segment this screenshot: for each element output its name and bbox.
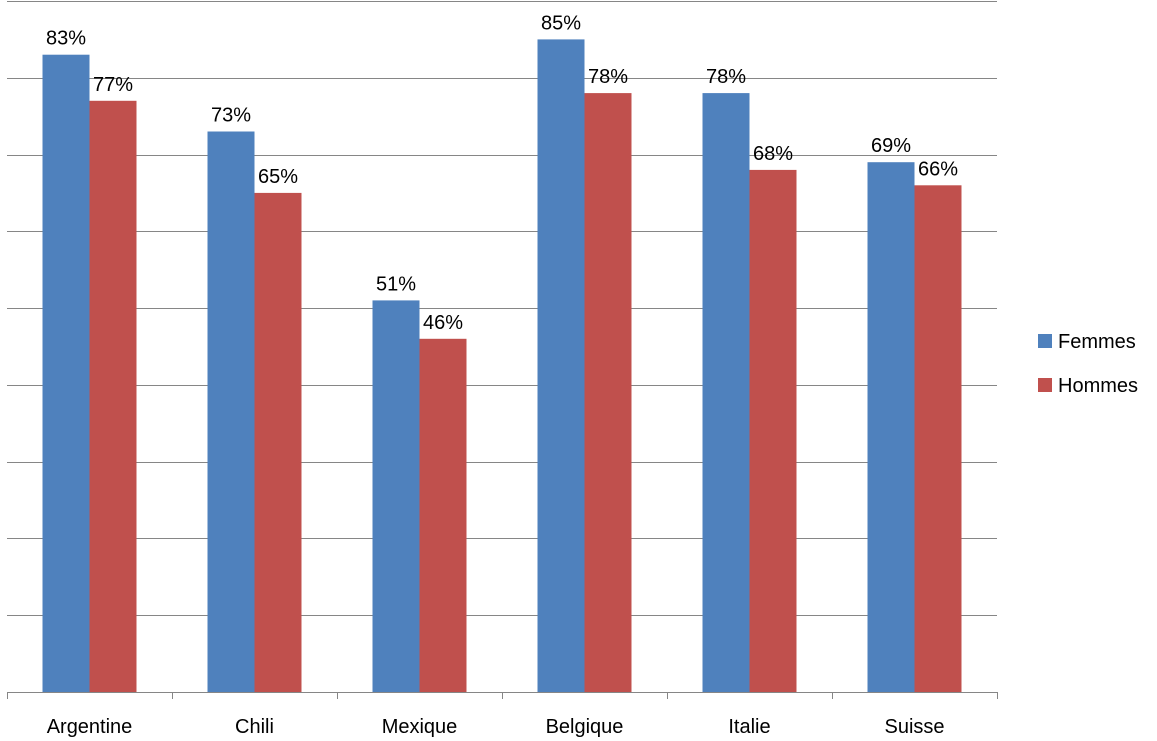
- x-tick-label-belgique: Belgique: [546, 716, 624, 738]
- bars: [43, 39, 962, 692]
- x-tick-label-chili: Chili: [235, 716, 274, 738]
- data-label-hommes-mexique: 46%: [423, 312, 463, 334]
- data-label-hommes-chili: 65%: [258, 166, 298, 188]
- legend-label-femmes: Femmes: [1058, 331, 1136, 353]
- bar-femmes-belgique: [538, 39, 585, 692]
- bar-hommes-mexique: [420, 339, 467, 692]
- bar-femmes-chili: [208, 132, 255, 693]
- data-labels: 83% 73% 51% 85% 78% 69% 77% 65% 46% 78% 68% 66%: [46, 12, 958, 333]
- x-tick-label-italie: Italie: [728, 716, 770, 738]
- legend-label-hommes: Hommes: [1058, 375, 1138, 397]
- data-label-femmes-italie: 78%: [706, 66, 746, 88]
- data-label-femmes-chili: 73%: [211, 105, 251, 127]
- data-label-femmes-argentine: 83%: [46, 28, 86, 50]
- bar-femmes-suisse: [868, 162, 915, 692]
- bar-hommes-suisse: [915, 185, 962, 692]
- bar-femmes-italie: [703, 93, 750, 692]
- bar-hommes-chili: [255, 193, 302, 692]
- data-label-hommes-belgique: 78%: [588, 66, 628, 88]
- legend: Femmes Hommes: [1038, 331, 1138, 397]
- gridlines: [7, 2, 997, 616]
- x-tick-label-mexique: Mexique: [382, 716, 458, 738]
- bar-hommes-argentine: [90, 101, 137, 692]
- legend-swatch-femmes: [1038, 334, 1052, 348]
- data-label-femmes-belgique: 85%: [541, 12, 581, 34]
- bar-hommes-italie: [750, 170, 797, 692]
- bar-hommes-belgique: [585, 93, 632, 692]
- data-label-femmes-mexique: 51%: [376, 273, 416, 295]
- legend-swatch-hommes: [1038, 378, 1052, 392]
- x-tick-label-suisse: Suisse: [884, 716, 944, 738]
- x-tick-label-argentine: Argentine: [47, 716, 133, 738]
- data-label-hommes-italie: 68%: [753, 143, 793, 165]
- x-axis: Argentine Chili Mexique Belgique Italie Suiss…: [7, 692, 998, 738]
- data-label-hommes-argentine: 77%: [93, 74, 133, 96]
- bar-femmes-mexique: [373, 300, 420, 692]
- data-label-femmes-suisse: 69%: [871, 135, 911, 157]
- data-label-hommes-suisse: 66%: [918, 158, 958, 180]
- bar-femmes-argentine: [43, 55, 90, 692]
